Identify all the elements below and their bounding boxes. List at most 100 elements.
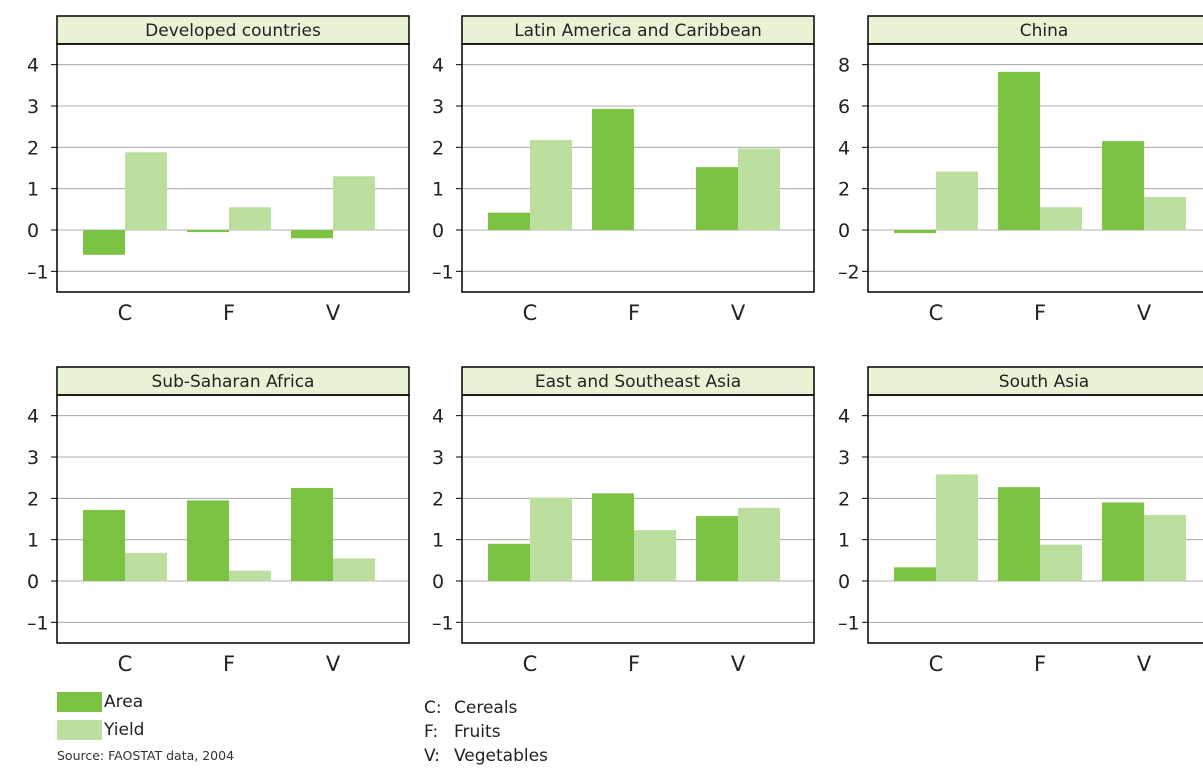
bar-yield [1040, 544, 1082, 581]
x-category-label: V [1137, 301, 1152, 325]
bar-yield [125, 152, 167, 230]
y-tick-label: 2 [27, 488, 39, 510]
key-item-vegetables: V: Vegetables [424, 744, 548, 768]
plot-frame [56, 394, 410, 644]
x-category-label: C [929, 301, 944, 325]
legend-item-yield: Yield [57, 716, 144, 744]
bar-yield [530, 139, 572, 230]
panel-header [56, 366, 410, 396]
bar-yield [229, 207, 271, 230]
panel-title: East and Southeast Asia [535, 372, 741, 392]
bar-area [894, 230, 936, 234]
y-tick-label: 1 [27, 179, 39, 201]
key-code: F: [424, 722, 439, 742]
panel-title: Sub-Saharan Africa [152, 372, 315, 392]
key-code: V: [424, 746, 440, 766]
panel-title: South Asia [999, 372, 1089, 392]
y-tick-label: 0 [432, 220, 444, 242]
plot-frame [867, 394, 1203, 644]
x-category-label: V [731, 301, 746, 325]
y-tick-label: –1 [27, 612, 49, 634]
y-tick-label: 4 [432, 55, 444, 77]
bar-area [1102, 141, 1144, 230]
y-tick-label: 1 [838, 530, 850, 552]
x-category-label: F [628, 301, 640, 325]
y-tick-label: 4 [838, 137, 850, 159]
y-tick-label: 0 [27, 571, 39, 593]
panel-title: Developed countries [145, 21, 321, 41]
y-tick-label: 1 [432, 179, 444, 201]
bar-yield [530, 497, 572, 581]
bar-yield [333, 176, 375, 230]
bar-yield [634, 530, 676, 581]
bar-yield [125, 552, 167, 581]
x-category-label: F [1034, 652, 1046, 676]
y-tick-label: 3 [432, 96, 444, 118]
y-tick-label: 3 [838, 447, 850, 469]
y-tick-label: 0 [27, 220, 39, 242]
y-tick-label: 4 [838, 406, 850, 428]
x-category-label: F [628, 652, 640, 676]
key-item-cereals: C: Cereals [424, 696, 548, 720]
y-tick-label: 0 [838, 571, 850, 593]
y-tick-label: –1 [432, 612, 454, 634]
bar-area [187, 500, 229, 581]
y-tick-label: 0 [432, 571, 444, 593]
chart-panel: South Asia –1 0 1 2 3 4 C F V [838, 366, 1203, 676]
legend-label-area: Area [104, 692, 144, 712]
y-tick-label: 2 [432, 137, 444, 159]
x-category-label: C [523, 652, 538, 676]
bar-area [696, 167, 738, 230]
legend-swatch-yield [57, 720, 102, 740]
bar-yield [936, 474, 978, 581]
bar-yield [1144, 514, 1186, 581]
y-tick-label: 2 [838, 488, 850, 510]
y-tick-label: 4 [27, 406, 39, 428]
y-tick-label: 1 [432, 530, 444, 552]
bar-yield [229, 570, 271, 581]
bar-area [83, 230, 125, 255]
x-category-label: V [1137, 652, 1152, 676]
x-category-label: F [1034, 301, 1046, 325]
y-tick-label: 3 [432, 447, 444, 469]
plot-frame [461, 43, 815, 293]
legend-swatch-area [57, 692, 102, 712]
y-tick-label: 2 [432, 488, 444, 510]
bar-yield [1144, 196, 1186, 230]
x-category-label: F [223, 301, 235, 325]
key-code: C: [424, 698, 442, 718]
key-text: Vegetables [454, 746, 548, 766]
bar-area [998, 487, 1040, 581]
y-tick-label: 2 [838, 179, 850, 201]
chart-panel: China –2 0 2 4 6 8 C F V [838, 15, 1203, 325]
plot-frame [867, 43, 1203, 293]
y-tick-label: 3 [27, 447, 39, 469]
bar-area [291, 488, 333, 581]
x-category-label: V [326, 652, 341, 676]
x-category-label: V [731, 652, 746, 676]
panel-header [461, 366, 815, 396]
bar-area [187, 230, 229, 233]
x-category-label: C [118, 301, 133, 325]
legend: Area Yield [57, 688, 144, 744]
y-tick-label: –1 [838, 612, 860, 634]
bar-yield [936, 171, 978, 230]
bar-area [592, 108, 634, 230]
bar-area [488, 543, 530, 581]
y-tick-label: 2 [27, 137, 39, 159]
legend-label-yield: Yield [104, 720, 145, 740]
bar-area [488, 212, 530, 230]
bar-area [998, 71, 1040, 231]
panel-header [867, 366, 1203, 396]
y-tick-label: 6 [838, 96, 850, 118]
chart-panel: East and Southeast Asia –1 0 1 2 3 4 C F V [432, 366, 815, 676]
panel-header [867, 15, 1203, 45]
panel-title: China [1020, 21, 1069, 41]
y-tick-label: 0 [838, 220, 850, 242]
plot-frame [56, 43, 410, 293]
y-tick-label: –1 [432, 261, 454, 283]
x-category-label: F [223, 652, 235, 676]
category-key: C: Cereals F: Fruits V: Vegetables [424, 696, 548, 768]
panel-header [56, 15, 410, 45]
